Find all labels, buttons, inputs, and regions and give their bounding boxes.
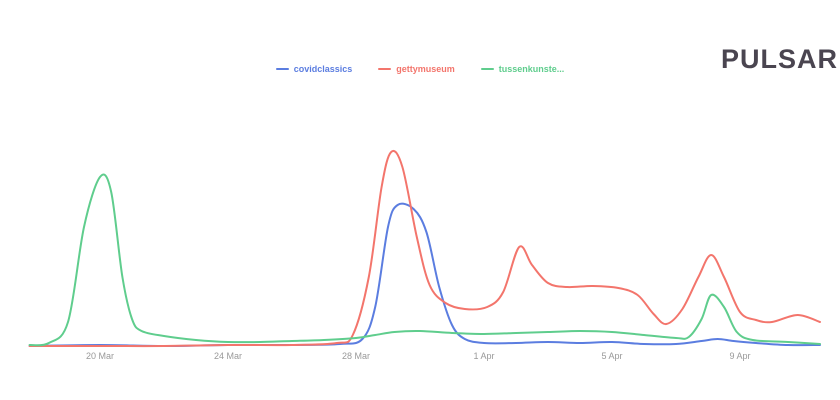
legend-swatch-gettymuseum-icon <box>378 68 392 70</box>
legend-swatch-covidclassics-icon <box>275 68 289 70</box>
series-line-covidclassics <box>28 202 821 347</box>
series-line-gettymuseum <box>28 149 821 348</box>
x-tick-5-apr: 5 Apr <box>601 351 623 361</box>
x-tick-28-mar: 28 Mar <box>341 351 371 361</box>
legend-label-tussenkunste: tussenkunste... <box>498 64 565 74</box>
x-tick-20-mar: 20 Mar <box>85 351 115 361</box>
series-line-tussenkunste- <box>28 173 821 347</box>
x-tick-1-apr: 1 Apr <box>473 351 495 361</box>
x-tick-24-mar: 24 Mar <box>213 351 243 361</box>
legend-item-gettymuseum[interactable]: gettymuseum <box>378 64 455 74</box>
chart-legend: covidclassics gettymuseum tussenkunste..… <box>0 64 840 74</box>
legend-label-gettymuseum: gettymuseum <box>396 64 455 74</box>
x-tick-9-apr: 9 Apr <box>729 351 751 361</box>
legend-label-covidclassics: covidclassics <box>293 64 353 74</box>
pulsar-logo: PULSAR <box>720 44 838 74</box>
legend-swatch-tussenkunste-icon <box>480 68 494 70</box>
legend-item-covidclassics[interactable]: covidclassics <box>275 64 353 74</box>
legend-item-tussenkunste[interactable]: tussenkunste... <box>480 64 565 74</box>
